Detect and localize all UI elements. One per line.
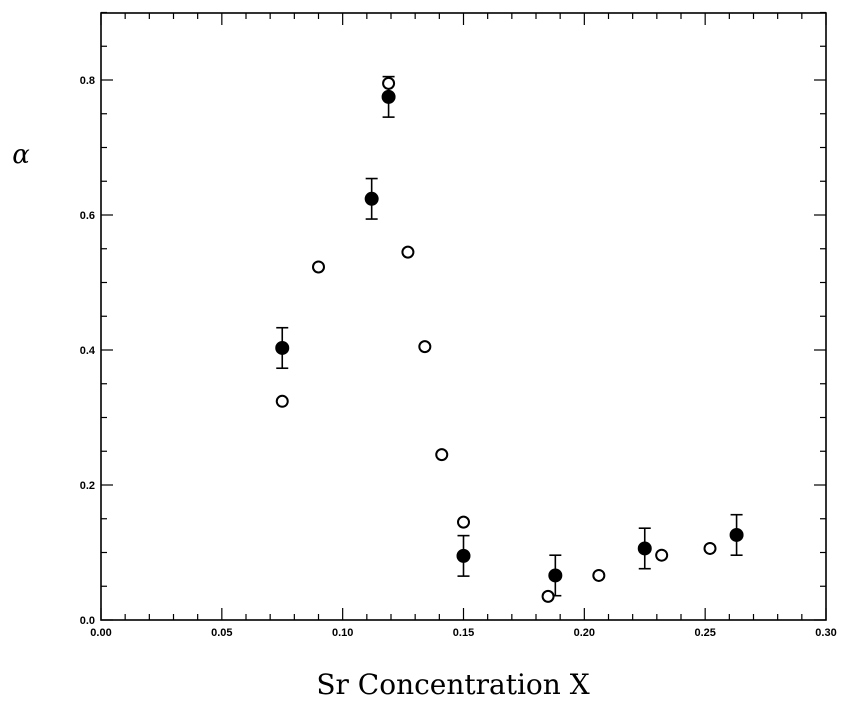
open-data-point	[457, 515, 470, 529]
filled-data-point	[275, 340, 290, 355]
filled-data-point	[364, 191, 379, 206]
open-data-point	[655, 548, 669, 562]
open-data-point	[435, 448, 449, 462]
x-axis-title: Sr Concentration X	[316, 668, 589, 701]
filled-data-point	[456, 548, 471, 563]
y-tick-label: 0.4	[80, 345, 96, 357]
filled-data-point	[381, 89, 396, 104]
open-data-point	[541, 589, 555, 603]
x-tick-label: 0.05	[211, 627, 232, 639]
open-data-point	[382, 76, 396, 90]
open-data-point	[401, 245, 415, 259]
y-tick-label: 0.0	[80, 615, 95, 627]
y-axis-title: α	[12, 140, 30, 170]
x-tick-label: 0.00	[90, 627, 111, 639]
filled-data-point	[637, 541, 652, 556]
filled-data-point	[548, 568, 563, 583]
open-data-point	[703, 541, 717, 555]
filled-data-point	[729, 527, 744, 542]
y-tick-label: 0.2	[80, 480, 95, 492]
x-tick-label: 0.25	[694, 627, 715, 639]
open-data-point	[312, 260, 325, 274]
y-tick-label: 0.8	[80, 75, 95, 87]
x-tick-label: 0.20	[574, 627, 595, 639]
open-data-point	[592, 568, 606, 582]
x-tick-label: 0.15	[453, 627, 474, 639]
plot-frame	[100, 12, 827, 621]
x-tick-label: 0.30	[815, 627, 836, 639]
open-data-point	[275, 394, 289, 408]
y-tick-label: 0.6	[80, 210, 95, 222]
open-data-point	[418, 340, 432, 354]
x-tick-label: 0.10	[332, 627, 353, 639]
